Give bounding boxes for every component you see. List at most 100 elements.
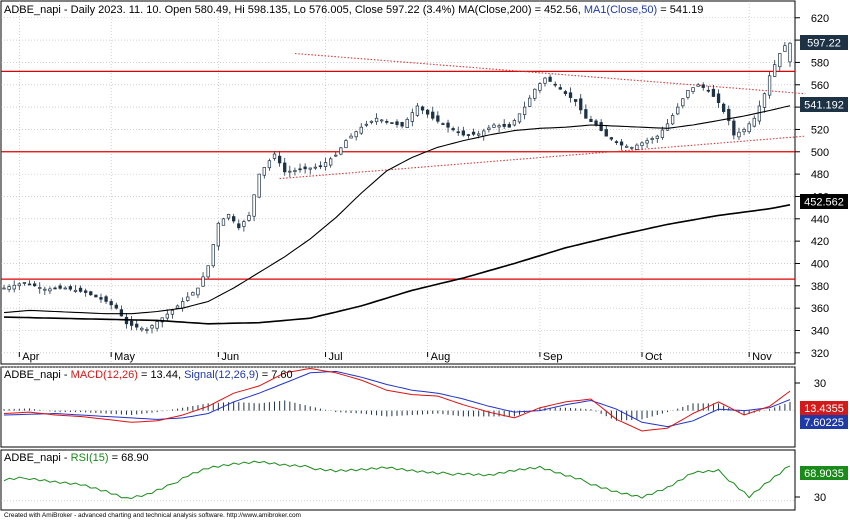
candle-body-down [395, 121, 399, 125]
candle-body-up [762, 93, 767, 108]
price-y-tick-label: 320 [811, 348, 829, 360]
candle-body-up [17, 283, 21, 287]
rsi-line [3, 460, 791, 500]
candle-body-up [625, 145, 629, 148]
candle-body-down [471, 131, 476, 135]
candle-body-down [425, 109, 430, 115]
candle-body-down [89, 291, 93, 296]
candle-body-up [242, 221, 246, 227]
macd-header-prefix: ADBE_napi - [4, 369, 71, 381]
candle-body-up [533, 88, 537, 99]
candle-body-up [252, 194, 256, 217]
ma50-line [3, 105, 791, 315]
candle-body-up [73, 289, 78, 292]
candle-body-up [512, 120, 517, 126]
candle-body-up [48, 288, 52, 292]
candle-body-up [543, 77, 547, 84]
signal-line [3, 370, 791, 428]
x-tick-label: May [114, 351, 135, 363]
candle-body-up [155, 321, 159, 329]
candle-body-up [415, 105, 420, 116]
candle-body-down [99, 297, 103, 300]
candle-body-down [53, 287, 57, 290]
candle-body-down [84, 290, 88, 293]
price-level-lines [1, 52, 806, 280]
candle-body-down [548, 76, 552, 82]
candle-body-up [783, 45, 787, 52]
candle-body-up [175, 305, 180, 309]
candle-body-down [78, 287, 83, 292]
candle-body-up [170, 310, 175, 315]
candle-body-up [752, 117, 756, 127]
candle-body-down [609, 137, 614, 140]
candle-body-up [410, 112, 414, 122]
rsi-value-tag: 68.9035 [800, 466, 848, 480]
candle-body-up [201, 276, 205, 287]
candle-body-down [604, 129, 608, 137]
candle-body-up [328, 158, 333, 166]
candle-body-up [165, 313, 169, 319]
candle-body-down [109, 301, 113, 306]
candle-body-up [696, 84, 700, 87]
candle-body-up [737, 131, 741, 138]
candle-body-up [308, 167, 312, 170]
candle-body-up [38, 287, 42, 289]
x-tick-label: Nov [752, 351, 772, 363]
signal-value-tag: 7.60225 [800, 415, 848, 429]
candle-body-up [497, 125, 501, 128]
rsi-header-value: = 68.90 [109, 452, 149, 464]
price-y-tick-label: 380 [811, 281, 829, 293]
macd-value-tag: 13.4355 [800, 401, 848, 415]
price-y-tick-label: 520 [811, 124, 829, 136]
candle-body-up [665, 123, 670, 131]
candle-body-up [405, 119, 409, 128]
x-tick-label: Aug [431, 351, 451, 363]
candle-body-down [456, 131, 460, 134]
candle-body-up [186, 296, 190, 301]
candle-body-down [431, 111, 435, 119]
ma200-value-tag: 452.562 [800, 194, 848, 209]
candle-body-down [507, 124, 511, 128]
trend-line [279, 135, 806, 180]
candle-body-down [451, 128, 455, 131]
candle-body-down [727, 108, 731, 121]
candle-body-down [119, 309, 124, 317]
candle-body-down [114, 304, 118, 309]
candle-body-up [206, 265, 210, 278]
price-x-axis: Apr May Jun Jul Aug Sep Oct Nov [18, 351, 772, 363]
footer-credit: Created with AmiBroker - advanced charti… [4, 512, 301, 519]
candle-body-up [757, 105, 762, 122]
candle-body-up [262, 167, 266, 176]
candle-body-up [686, 90, 690, 98]
x-tick-label: Jul [329, 351, 343, 363]
price-y-tick-label: 620 [811, 13, 829, 25]
price-grid [1, 1, 795, 364]
candle-body-up [655, 135, 659, 139]
candle-body-up [359, 126, 363, 134]
candle-body-down [732, 120, 736, 136]
moving-averages [3, 105, 791, 325]
candle-body-up [788, 42, 792, 63]
candle-body-up [369, 120, 374, 123]
macd-value-tag-text: 13.4355 [804, 403, 844, 415]
candle-body-down [441, 123, 445, 125]
candle-body-up [364, 123, 369, 126]
candle-body-up [670, 115, 675, 125]
ma200-line [3, 204, 791, 325]
candle-body-up [12, 284, 16, 290]
candle-body-down [461, 130, 466, 136]
candle-body-down [716, 93, 721, 103]
candle-body-down [553, 83, 557, 86]
price-panel: 6206005805605405205004804604404204003803… [0, 0, 848, 365]
price-y-tick-label: 580 [811, 57, 829, 69]
candle-body-up [650, 138, 654, 141]
candle-body-down [390, 122, 394, 124]
rsi-value-tag-text: 68.9035 [804, 468, 844, 480]
price-y-axis: 6206005805605405205004804604404204003803… [795, 13, 829, 360]
candle-body-down [594, 120, 598, 126]
candle-body-up [538, 83, 542, 91]
ma50-value-tag-text: 541.192 [804, 100, 844, 112]
candle-body-up [313, 166, 317, 169]
candle-body-up [22, 282, 27, 284]
candle-body-up [247, 215, 251, 221]
